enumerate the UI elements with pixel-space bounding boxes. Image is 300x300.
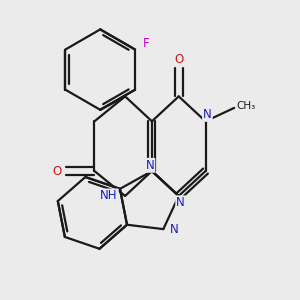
Text: N: N bbox=[146, 159, 154, 172]
Text: N: N bbox=[170, 223, 178, 236]
Text: CH₃: CH₃ bbox=[237, 101, 256, 111]
Text: O: O bbox=[174, 53, 183, 66]
Text: F: F bbox=[143, 37, 150, 50]
Text: N: N bbox=[203, 108, 212, 121]
Text: O: O bbox=[53, 165, 62, 178]
Text: N: N bbox=[176, 196, 185, 209]
Text: NH: NH bbox=[100, 189, 118, 203]
